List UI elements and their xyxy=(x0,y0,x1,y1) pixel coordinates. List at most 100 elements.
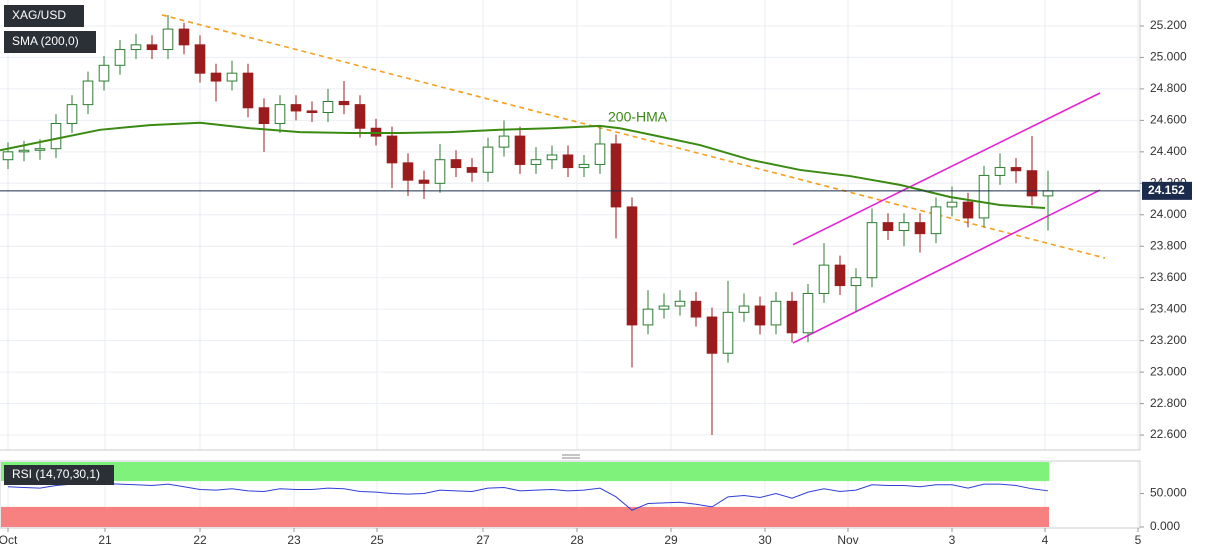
candle-body xyxy=(514,135,526,165)
candle-body xyxy=(1042,190,1054,197)
candle-body xyxy=(178,28,190,46)
y-tick-label: 23.800 xyxy=(1150,238,1187,252)
x-tick-label: 4 xyxy=(1042,533,1049,547)
candle-body xyxy=(82,80,94,106)
x-tick-label: 28 xyxy=(570,533,584,547)
candle-body xyxy=(1010,167,1022,172)
y-tick-label: 23.400 xyxy=(1150,301,1187,315)
candle-body xyxy=(674,300,686,307)
x-tick-label: 3 xyxy=(949,533,956,547)
candle-body xyxy=(130,44,142,51)
y-tick-label: 25.200 xyxy=(1150,18,1187,32)
candle-body xyxy=(466,167,478,173)
rsi-line xyxy=(7,482,1049,511)
candle-body xyxy=(706,316,718,354)
candle-body xyxy=(818,264,830,294)
x-tick-label: 21 xyxy=(98,533,112,547)
x-tick-label: 29 xyxy=(664,533,678,547)
candle-body xyxy=(226,72,238,82)
last-price-box xyxy=(1142,181,1192,200)
candle-body xyxy=(18,149,30,153)
candle-body xyxy=(434,159,446,184)
candle-body xyxy=(610,143,622,208)
candle-body xyxy=(290,104,302,112)
candle-body xyxy=(946,201,958,208)
trendline xyxy=(792,92,1101,246)
candle-body xyxy=(866,222,878,279)
candle-body xyxy=(114,49,126,66)
candle-body xyxy=(530,159,542,165)
candle-body xyxy=(690,300,702,318)
candle-body xyxy=(402,162,414,181)
candle-body xyxy=(210,72,222,82)
rsi-legend-box xyxy=(4,465,114,485)
y-tick-label: 24.400 xyxy=(1150,144,1187,158)
legend: XAG/USD SMA (200,0) RSI (14,70,30,1) xyxy=(4,5,114,485)
candle-body xyxy=(914,222,926,235)
candle-body xyxy=(322,100,334,114)
y-tick-label: 24.600 xyxy=(1150,113,1187,127)
y-tick-label: 25.000 xyxy=(1150,50,1187,64)
annotation: 200-HMA xyxy=(608,109,668,125)
candle-body xyxy=(386,135,398,164)
candle-body xyxy=(338,100,350,106)
candle-body xyxy=(658,305,670,310)
x-tick-label: 23 xyxy=(287,533,301,547)
candle-body xyxy=(786,300,798,334)
candle-body xyxy=(578,163,590,169)
x-tick-label: 25 xyxy=(370,533,384,547)
candle-body xyxy=(546,154,558,161)
candle-body xyxy=(162,28,174,51)
candle-body xyxy=(258,107,270,125)
plot-layer: 22.600 22.800 23.000 23.200 23.400 23.600 23.8… xyxy=(0,14,1192,547)
candle-body xyxy=(738,305,750,313)
overbought-zone xyxy=(1,462,1049,482)
panel-splitter xyxy=(562,454,580,459)
legend-box xyxy=(4,31,96,53)
candle-body xyxy=(754,305,766,326)
candle-body xyxy=(450,159,462,169)
candle-body xyxy=(34,148,46,151)
candle-body xyxy=(850,277,862,287)
candle-body xyxy=(930,206,942,235)
y-tick-label: 23.000 xyxy=(1150,364,1187,378)
candle-body xyxy=(770,300,782,326)
y-tick-label: 23.600 xyxy=(1150,270,1187,284)
x-tick-label: 5 xyxy=(1135,533,1142,547)
candle-body xyxy=(498,135,510,148)
legend-sma: SMA (200,0) xyxy=(12,34,79,48)
candle-body xyxy=(1026,170,1038,197)
candle-body xyxy=(722,311,734,354)
legend-box xyxy=(4,5,84,27)
x-tick-label: 30 xyxy=(758,533,772,547)
y-tick-label: 50.000 xyxy=(1150,486,1187,500)
candle-body xyxy=(66,104,78,125)
y-tick-label: 22.600 xyxy=(1150,427,1187,441)
candle-body xyxy=(978,174,990,219)
trendline xyxy=(161,14,1106,259)
candle-body xyxy=(898,222,910,232)
moving-average-line xyxy=(0,121,1046,210)
candle-body xyxy=(642,308,654,326)
candle-body xyxy=(2,151,14,161)
candle-body xyxy=(418,179,430,184)
legend-symbol: XAG/USD xyxy=(12,8,66,22)
rsi-legend: RSI (14,70,30,1) xyxy=(12,467,100,481)
candle-body xyxy=(50,123,62,150)
candle-body xyxy=(146,44,158,51)
last-price-label: 24.152 xyxy=(1148,183,1185,197)
y-tick-label: 24.000 xyxy=(1150,207,1187,221)
candle-body xyxy=(482,146,494,173)
candle-body xyxy=(242,72,254,109)
candle-body xyxy=(562,154,574,169)
candle-body xyxy=(274,104,286,125)
oversold-zone xyxy=(1,506,1049,527)
candle-body xyxy=(962,201,974,219)
y-tick-label: 23.200 xyxy=(1150,333,1187,347)
trendline xyxy=(792,189,1101,344)
candle-body xyxy=(994,167,1006,176)
candle-body xyxy=(594,143,606,165)
candle-body xyxy=(306,110,318,114)
